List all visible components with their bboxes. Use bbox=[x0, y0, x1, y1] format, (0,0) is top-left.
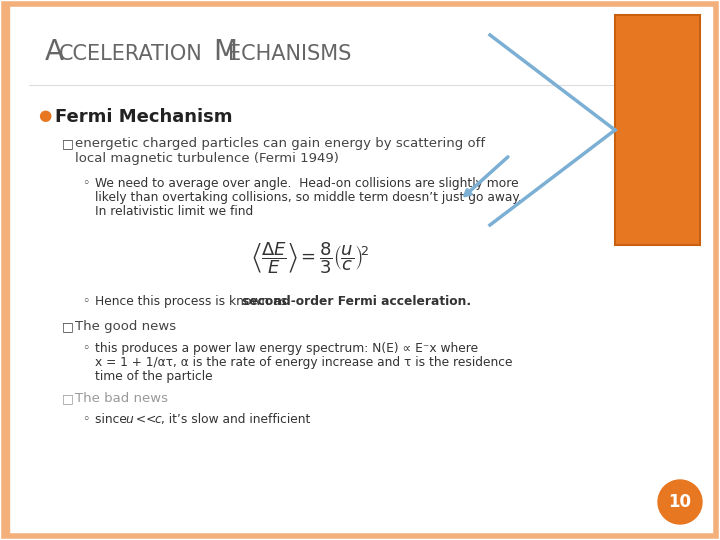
Bar bbox=[615, 15, 700, 245]
Text: second-order Fermi acceleration.: second-order Fermi acceleration. bbox=[242, 295, 472, 308]
Text: ●: ● bbox=[38, 108, 51, 123]
Circle shape bbox=[658, 480, 702, 524]
Text: □: □ bbox=[62, 392, 73, 405]
Text: □: □ bbox=[62, 320, 73, 333]
Bar bbox=[4, 4, 9, 536]
Text: Fermi Mechanism: Fermi Mechanism bbox=[55, 108, 233, 126]
Text: The bad news: The bad news bbox=[75, 392, 168, 405]
Text: ◦: ◦ bbox=[82, 177, 89, 190]
Text: , it’s slow and inefficient: , it’s slow and inefficient bbox=[161, 413, 310, 426]
Text: Hence this process is known as: Hence this process is known as bbox=[95, 295, 291, 308]
Text: We need to average over angle.  Head-on collisions are slightly more: We need to average over angle. Head-on c… bbox=[95, 177, 518, 190]
Text: time of the particle: time of the particle bbox=[95, 370, 212, 383]
Text: A: A bbox=[45, 38, 64, 66]
Text: energetic charged particles can gain energy by scattering off: energetic charged particles can gain ene… bbox=[75, 137, 485, 150]
Text: 10: 10 bbox=[668, 493, 691, 511]
Text: $\left\langle \dfrac{\Delta E}{E} \right\rangle = \dfrac{8}{3}\left(\dfrac{u}{c}: $\left\langle \dfrac{\Delta E}{E} \right… bbox=[251, 240, 369, 275]
Text: ◦: ◦ bbox=[82, 295, 89, 308]
Text: since: since bbox=[95, 413, 131, 426]
Text: likely than overtaking collisions, so middle term doesn’t just go away.: likely than overtaking collisions, so mi… bbox=[95, 191, 522, 204]
Text: this produces a power law energy spectrum: N(E) ∝ E⁻x where: this produces a power law energy spectru… bbox=[95, 342, 478, 355]
Text: ◦: ◦ bbox=[82, 413, 89, 426]
Text: In relativistic limit we find: In relativistic limit we find bbox=[95, 205, 253, 218]
Text: □: □ bbox=[62, 137, 73, 150]
Text: x = 1 + 1/ατ, α is the rate of energy increase and τ is the residence: x = 1 + 1/ατ, α is the rate of energy in… bbox=[95, 356, 513, 369]
Text: c: c bbox=[154, 413, 161, 426]
Text: <<: << bbox=[132, 413, 161, 426]
Text: ◦: ◦ bbox=[82, 342, 89, 355]
Text: The good news: The good news bbox=[75, 320, 176, 333]
Text: M: M bbox=[213, 38, 237, 66]
Text: local magnetic turbulence (Fermi 1949): local magnetic turbulence (Fermi 1949) bbox=[75, 152, 339, 165]
Text: u: u bbox=[125, 413, 132, 426]
Text: ECHANISMS: ECHANISMS bbox=[228, 44, 351, 64]
Text: CCELERATION: CCELERATION bbox=[59, 44, 203, 64]
